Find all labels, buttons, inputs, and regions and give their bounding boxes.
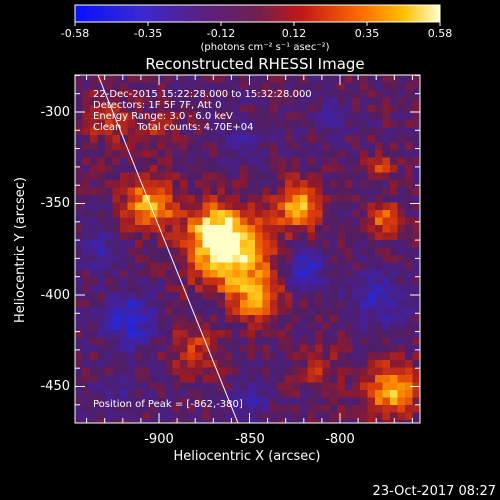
image-pixels <box>75 75 420 423</box>
y-axis-label: Heliocentric Y (arcsec) <box>13 177 28 323</box>
colorbar-ticks <box>74 22 441 26</box>
x-tick-label: -900 <box>144 432 174 447</box>
colorbar-tick-label: -0.58 <box>61 27 89 40</box>
colorbar-tick-label: 0.58 <box>428 27 453 40</box>
y-tick-label: -450 <box>40 379 70 394</box>
colorbar-tick-label: -0.12 <box>207 27 235 40</box>
axis-ticks <box>75 74 420 423</box>
x-axis-label: Heliocentric X (arcsec) <box>174 449 321 464</box>
x-tick-label: -850 <box>235 432 265 447</box>
solar-limb-line <box>97 75 239 423</box>
annotation-energy: Energy Range: 3.0 - 6.0 keV <box>93 111 233 122</box>
plot-frame <box>74 74 421 424</box>
y-tick-label: -300 <box>40 105 70 120</box>
colorbar-unit-label: (photons cm⁻² s⁻¹ asec⁻²) <box>200 42 329 53</box>
colorbar-tick-label: -0.35 <box>134 27 162 40</box>
y-tick-label: -350 <box>40 196 70 211</box>
colorbar-tick-label: 0.35 <box>355 27 380 40</box>
annotation-time-range: 22-Dec-2015 15:22:28.000 to 15:32:28.000 <box>93 89 312 100</box>
colorbar-gradient <box>74 4 441 23</box>
annotation-detectors: Detectors: 1F 5F 7F, Att 0 <box>93 100 221 111</box>
colorbar-tick-label: 0.12 <box>282 27 307 40</box>
image-title: Reconstructed RHESSI Image <box>145 55 364 73</box>
footer-date: 23-Oct-2017 08:27 <box>373 484 496 499</box>
image-annotations: 22-Dec-2015 15:22:28.000 to 15:32:28.000… <box>93 89 312 410</box>
annotation-peak: Position of Peak = [-862,-380] <box>93 399 243 410</box>
y-tick-label: -400 <box>40 288 70 303</box>
colorbar: -0.58 -0.35 -0.12 0.12 0.35 0.58 (photon… <box>61 4 453 53</box>
x-tick-label: -800 <box>325 432 355 447</box>
rhessi-image <box>75 75 420 423</box>
annotation-method: Clean Total counts: 4.70E+04 <box>93 122 253 133</box>
